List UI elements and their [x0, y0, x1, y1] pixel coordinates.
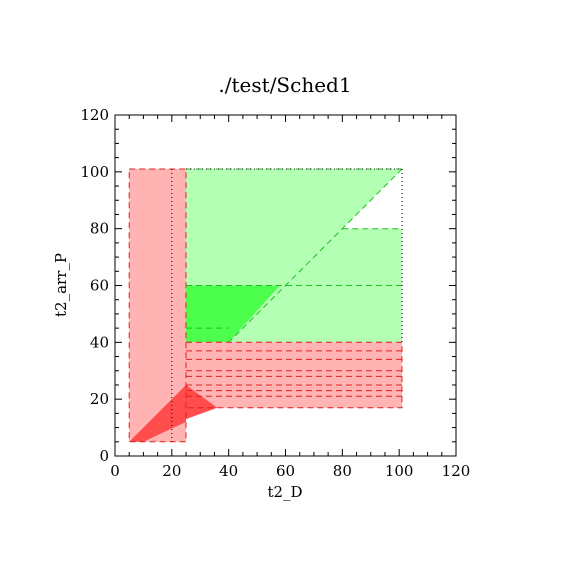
x-axis-label: t2_D	[267, 483, 302, 501]
plot-frame	[114, 114, 457, 457]
dashed-boundary-line	[228, 168, 403, 343]
axis-ticks	[114, 114, 457, 457]
chart-title: ./test/Sched1	[218, 73, 351, 97]
x-tick-label: 100	[385, 462, 414, 480]
x-tick-label: 40	[219, 462, 238, 480]
y-tick-labels: 0 20 40 60 80 100 120	[80, 106, 109, 465]
x-tick-label: 60	[276, 462, 295, 480]
region-red-horizontal-band	[186, 342, 402, 408]
x-tick-label: 80	[333, 462, 352, 480]
region-red-dark-tip	[186, 385, 218, 420]
x-tick-label: 0	[110, 462, 120, 480]
y-tick-label: 60	[90, 277, 109, 295]
y-tick-label: 120	[80, 106, 109, 124]
y-tick-label: 80	[90, 220, 109, 238]
x-tick-labels: 0 20 40 60 80 100 120	[110, 462, 470, 480]
x-tick-label: 20	[162, 462, 181, 480]
region-red-dark-wedge	[129, 385, 186, 442]
plot-area	[128, 168, 403, 443]
y-tick-label: 40	[90, 333, 109, 351]
y-tick-label: 20	[90, 390, 109, 408]
x-tick-label: 120	[442, 462, 471, 480]
y-tick-label: 100	[80, 163, 109, 181]
y-axis-label: t2_arr_P	[52, 253, 70, 317]
y-tick-label: 0	[99, 447, 109, 465]
